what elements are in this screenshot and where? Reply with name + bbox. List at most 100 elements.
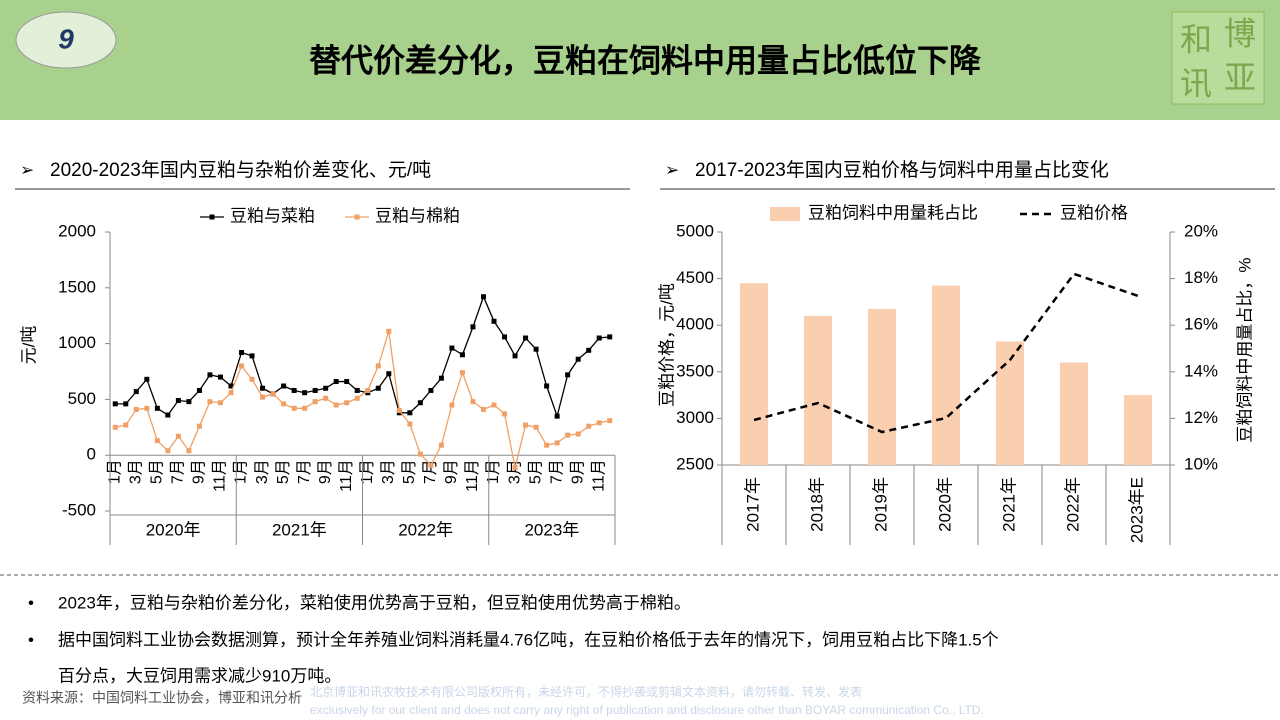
section-title: 2017-2023年国内豆粕价格与饲料中用量占比变化 — [695, 159, 1109, 181]
x-tick-label: 3月 — [254, 459, 271, 484]
x-tick-label: 9月 — [317, 459, 334, 484]
line-marker — [480, 294, 486, 300]
line-marker — [512, 353, 518, 359]
line-marker — [459, 370, 465, 376]
legend-marker — [354, 214, 360, 220]
legend-label: 豆粕饲料中用量耗占比 — [808, 203, 978, 222]
x-tick-label: 7月 — [170, 459, 187, 484]
copyright: exclusively for our client and does not … — [310, 703, 984, 717]
line-marker — [175, 433, 181, 439]
x-tick-label: 3月 — [506, 459, 523, 484]
y-tick-label: 5000 — [676, 221, 714, 240]
line-marker — [112, 401, 118, 407]
x-tick-label: 1月 — [359, 459, 376, 484]
x-tick-label: 2023年E — [1127, 477, 1146, 543]
line-marker — [333, 402, 339, 408]
line-marker — [249, 376, 255, 382]
line-marker — [407, 421, 413, 427]
line-marker — [533, 346, 539, 352]
line-marker — [586, 423, 592, 429]
bullet: 2023年，豆粕与杂粕价差分化，菜粕使用优势高于豆粕，但豆粕使用优势高于棉粕。 — [58, 592, 691, 612]
group-label: 2021年 — [272, 520, 327, 539]
line-marker — [228, 390, 234, 396]
line-marker — [249, 353, 255, 359]
copyright: 北京博亚和讯农牧技术有限公司版权所有，未经许可，不得抄袭或剪辑文本资料，请勿转载… — [310, 684, 862, 699]
line-marker — [470, 324, 476, 330]
line-marker — [281, 383, 287, 389]
line-marker — [554, 440, 560, 446]
x-tick-label: 11月 — [464, 459, 481, 492]
line-marker — [438, 442, 444, 448]
x-tick-label: 11月 — [212, 459, 229, 492]
x-tick-label: 3月 — [380, 459, 397, 484]
group-label: 2020年 — [146, 520, 201, 539]
group-label: 2022年 — [398, 520, 453, 539]
logo-char: 亚 — [1224, 59, 1256, 95]
line-marker — [344, 400, 350, 406]
section-marker: ➢ — [20, 160, 34, 179]
line-marker — [407, 410, 413, 416]
line-marker — [365, 387, 371, 393]
line-marker — [375, 385, 381, 391]
line-marker — [523, 335, 529, 341]
line-marker — [449, 345, 455, 351]
line-marker — [386, 371, 392, 377]
line-marker — [133, 389, 139, 395]
bar — [868, 308, 896, 465]
x-tick-label: 11月 — [590, 459, 607, 492]
line-marker — [586, 347, 592, 353]
x-tick-label: 3月 — [128, 459, 145, 484]
line-marker — [502, 334, 508, 340]
line-marker — [396, 408, 402, 414]
line-marker — [207, 399, 213, 405]
line-marker — [554, 413, 560, 419]
line-marker — [144, 405, 150, 411]
bar — [996, 341, 1024, 465]
x-tick-label: 1月 — [106, 459, 123, 484]
x-tick-label: 2017年 — [743, 477, 762, 532]
line-marker — [544, 442, 550, 448]
x-tick-label: 7月 — [296, 459, 313, 484]
y-tick-label: 1000 — [58, 333, 96, 352]
line-marker — [333, 379, 339, 385]
bar — [932, 285, 960, 465]
legend-marker — [209, 214, 215, 220]
line-marker — [312, 399, 318, 405]
x-tick-label: 9月 — [191, 459, 208, 484]
line-marker — [480, 406, 486, 412]
line-marker — [154, 405, 160, 411]
line-marker — [312, 387, 318, 393]
line-marker — [270, 391, 276, 397]
y2-tick-label: 12% — [1184, 408, 1218, 427]
line-marker — [281, 401, 287, 407]
line-marker — [449, 402, 455, 408]
y-tick-label: 3000 — [676, 408, 714, 427]
x-tick-label: 9月 — [443, 459, 460, 484]
x-tick-label: 5月 — [275, 459, 292, 484]
bullet: 据中国饲料工业协会数据测算，预计全年养殖业饲料消耗量4.76亿吨，在豆粕价格低于… — [58, 630, 999, 649]
bullet-dot: • — [28, 630, 34, 649]
line-marker — [386, 328, 392, 334]
line-marker — [217, 374, 223, 380]
line-marker — [133, 406, 139, 412]
line-marker — [291, 387, 297, 393]
legend-label: 豆粕与菜粕 — [230, 206, 315, 225]
bar — [1124, 395, 1152, 465]
section-marker: ➢ — [665, 160, 679, 179]
line-marker — [302, 405, 308, 411]
line-marker — [165, 448, 171, 454]
y-tick-label: 500 — [68, 389, 96, 408]
line-marker — [491, 402, 497, 408]
x-tick-label: 2020年 — [935, 477, 954, 532]
line-marker — [502, 411, 508, 417]
legend-label: 豆粕价格 — [1060, 203, 1128, 222]
line-marker — [260, 385, 266, 391]
bullet-dot: • — [28, 593, 34, 612]
line-marker — [239, 363, 245, 369]
line-marker — [186, 448, 192, 454]
y-axis-title: 元/吨 — [19, 326, 38, 365]
line-marker — [239, 350, 245, 356]
legend-swatch — [770, 207, 800, 221]
y-tick-label: 4000 — [676, 315, 714, 334]
